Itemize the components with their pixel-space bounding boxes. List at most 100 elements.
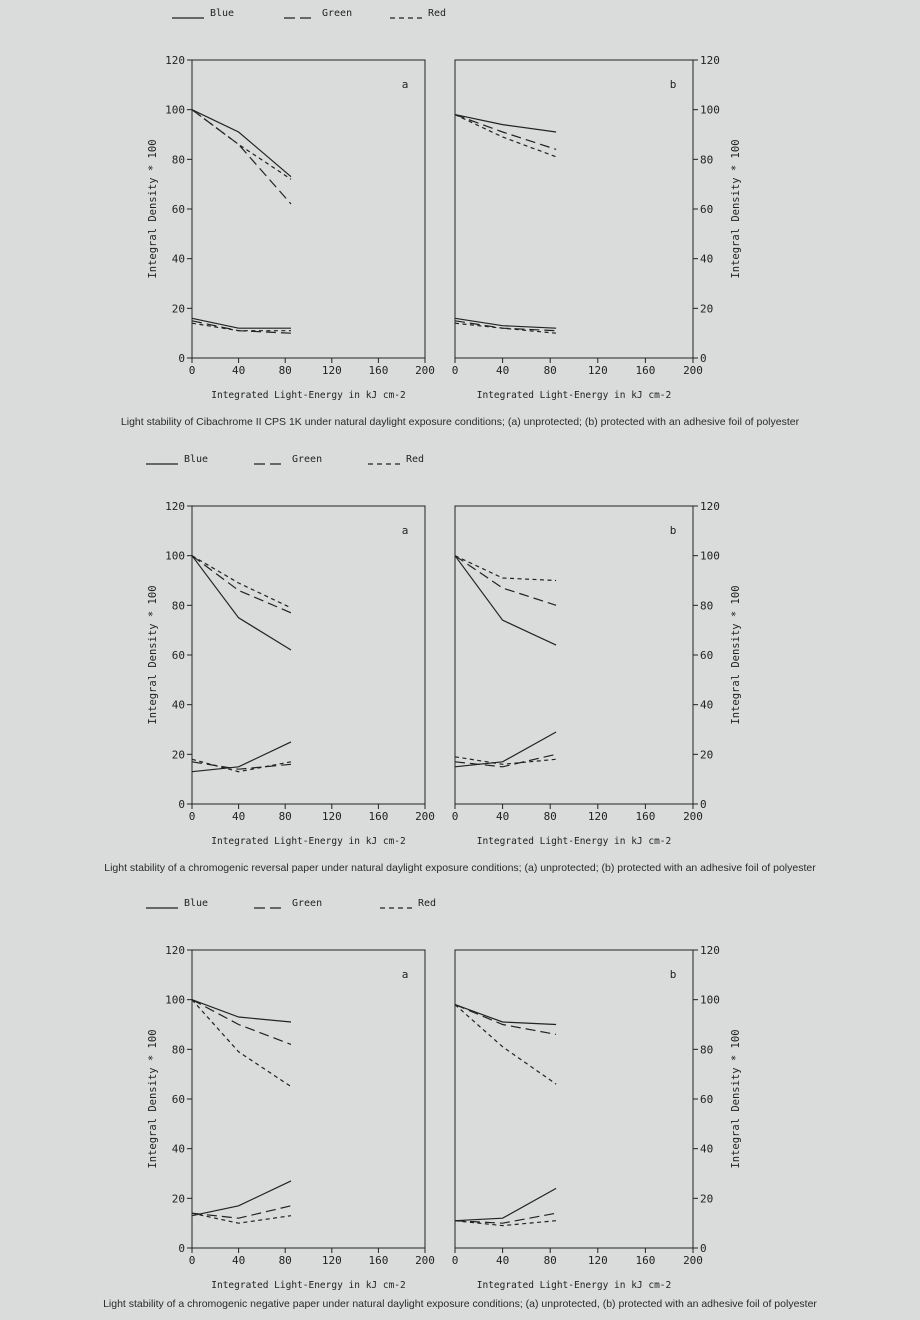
y-tick-label: 20	[700, 748, 713, 761]
y-tick-label: 100	[165, 550, 185, 563]
x-tick-label: 120	[588, 364, 608, 377]
y-tick-label: 40	[172, 1143, 185, 1156]
series-line-red	[454, 1220, 557, 1227]
legend: Blue Green Red	[172, 8, 920, 28]
x-axis-label: Integrated Light-Energy in kJ cm-2	[477, 1280, 671, 1291]
legend-swatch-long-dash	[284, 17, 316, 19]
x-tick-label: 0	[189, 364, 196, 377]
legend-label: Red	[428, 8, 447, 19]
y-axis-label: Integral Density * 100	[730, 1029, 742, 1168]
legend-label: Blue	[210, 8, 235, 19]
y-tick-label: 120	[700, 500, 720, 513]
chart-3b: 0 20 40 60 80 100 120 0 40 80 120 160 200 Integrated …	[452, 944, 742, 1291]
legend-swatch-solid	[146, 907, 178, 909]
x-tick-label: 40	[232, 1254, 245, 1267]
series-line-blue	[454, 114, 557, 133]
chart-1b: 0 20 40 60 80 100 120 0 40 80 120 160 200 Integrated …	[452, 54, 742, 401]
y-tick-label: 60	[172, 1093, 185, 1106]
y-tick-label: 20	[700, 1192, 713, 1205]
legend: Blue Green Red	[146, 898, 920, 918]
x-tick-label: 200	[415, 364, 435, 377]
chart-1a: 0 20 40 60 80 100 120 0 40 80 120 160 200 Integrated …	[147, 54, 435, 401]
x-tick-label: 0	[452, 364, 459, 377]
y-tick-label: 40	[700, 1143, 713, 1156]
x-tick-label: 120	[322, 1254, 342, 1267]
y-tick-label: 80	[172, 599, 185, 612]
x-tick-label: 80	[279, 810, 292, 823]
y-tick-label: 20	[172, 1192, 185, 1205]
series-line-blue	[191, 109, 292, 178]
series-line-red	[191, 1212, 292, 1224]
y-tick-label: 60	[700, 1093, 713, 1106]
y-tick-label: 80	[700, 599, 713, 612]
series-line-blue	[454, 555, 557, 646]
y-tick-label: 120	[165, 500, 185, 513]
x-tick-label: 40	[496, 364, 509, 377]
panel-label: b	[670, 968, 677, 981]
x-tick-label: 200	[683, 810, 703, 823]
x-tick-label: 160	[368, 364, 388, 377]
series-line-red	[454, 322, 557, 334]
series-line-blue	[191, 555, 292, 651]
y-tick-label: 120	[165, 944, 185, 957]
series-line-green	[191, 109, 292, 205]
series-line-green	[454, 555, 557, 606]
figure-3: Blue Green Red 0 20 40 60 80 100 120 0 40 80 120 16…	[0, 898, 920, 1320]
series-line-green	[191, 999, 292, 1045]
series-line-green	[454, 114, 557, 150]
figure-caption: Light stability of a chromogenic reversa…	[104, 862, 816, 874]
y-tick-label: 80	[172, 153, 185, 166]
plot-frame	[454, 59, 694, 359]
series-line-green	[191, 1205, 292, 1219]
y-tick-label: 120	[700, 54, 720, 67]
y-tick-label: 100	[165, 994, 185, 1007]
y-tick-label: 120	[700, 944, 720, 957]
x-tick-label: 160	[368, 810, 388, 823]
x-tick-label: 80	[279, 1254, 292, 1267]
x-tick-label: 120	[322, 364, 342, 377]
figure-caption: Light stability of Cibachrome II CPS 1K …	[120, 416, 800, 428]
x-tick-label: 40	[496, 1254, 509, 1267]
series-line-blue	[191, 741, 292, 773]
y-tick-label: 80	[700, 153, 713, 166]
x-tick-label: 200	[415, 810, 435, 823]
x-tick-label: 120	[322, 810, 342, 823]
x-axis-label: Integrated Light-Energy in kJ cm-2	[211, 1280, 405, 1291]
y-tick-label: 100	[700, 994, 720, 1007]
x-tick-label: 80	[279, 364, 292, 377]
series-line-red	[191, 109, 292, 180]
x-tick-label: 120	[588, 1254, 608, 1267]
legend-swatch-solid	[146, 463, 178, 465]
panel-label: b	[670, 524, 677, 537]
y-tick-label: 120	[165, 54, 185, 67]
y-tick-label: 40	[172, 699, 185, 712]
x-tick-label: 80	[544, 810, 557, 823]
series-line-blue	[454, 731, 557, 768]
y-tick-label: 40	[172, 253, 185, 266]
y-axis-label: Integral Density * 100	[147, 585, 159, 724]
x-axis-label: Integrated Light-Energy in kJ cm-2	[477, 836, 671, 847]
series-line-red	[191, 322, 291, 332]
legend-label: Green	[292, 898, 323, 909]
panel-label: b	[670, 78, 677, 91]
x-tick-label: 40	[496, 810, 509, 823]
series-line-blue	[454, 1004, 557, 1026]
series-line-red	[191, 758, 292, 773]
y-tick-label: 20	[700, 302, 713, 315]
x-tick-label: 160	[635, 364, 655, 377]
plot-frame	[454, 505, 694, 805]
y-axis-label: Integral Density * 100	[730, 585, 742, 724]
x-tick-label: 200	[683, 1254, 703, 1267]
plot-frame	[454, 949, 694, 1249]
legend: Blue Green Red	[146, 454, 920, 474]
figure-caption: Light stability of a chromogenic negativ…	[103, 1298, 817, 1310]
series-line-green	[454, 753, 557, 768]
figure-2: Blue Green Red 0 20 40 60 80 100 120 0 40 80 120 16…	[0, 454, 920, 884]
y-tick-label: 60	[700, 649, 713, 662]
series-line-red	[454, 555, 557, 582]
y-tick-label: 60	[172, 649, 185, 662]
y-tick-label: 80	[700, 1043, 713, 1056]
series-line-red	[454, 756, 557, 765]
series-line-red	[191, 555, 292, 609]
y-axis-label: Integral Density * 100	[730, 139, 742, 278]
